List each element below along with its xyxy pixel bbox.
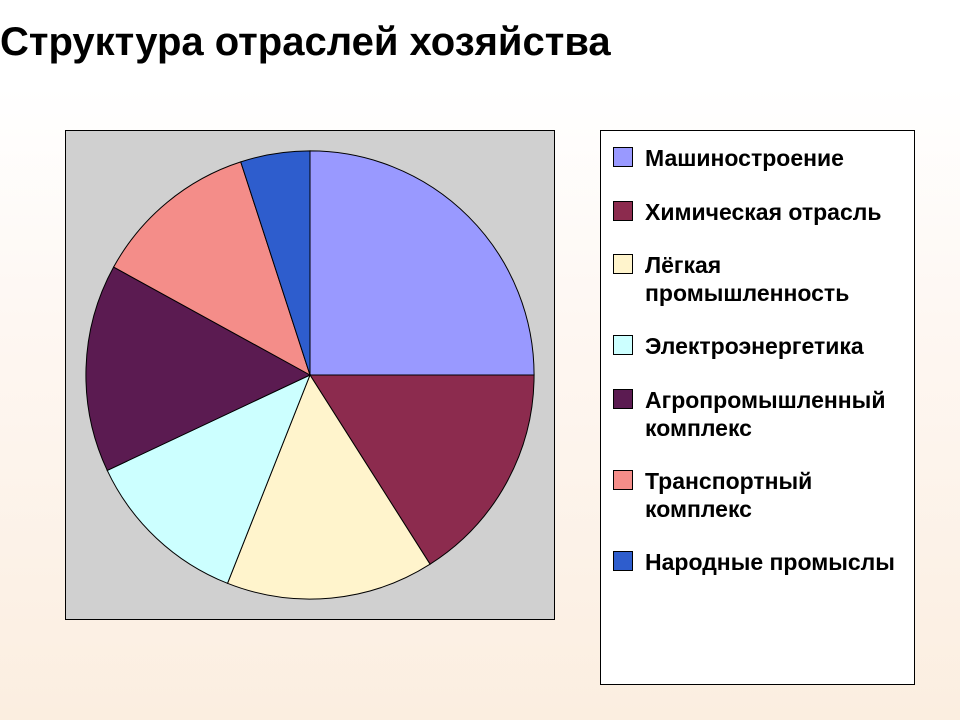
legend-swatch (613, 389, 633, 409)
legend-item: Народные промыслы (613, 549, 902, 577)
legend-label: Машиностроение (645, 145, 844, 173)
legend-label: Химическая отрасль (645, 199, 882, 227)
legend-item: Электроэнергетика (613, 333, 902, 361)
legend-swatch (613, 470, 633, 490)
legend-label: Агропромышленный комплекс (645, 387, 902, 442)
legend-item: Транспортный комплекс (613, 468, 902, 523)
legend-swatch (613, 147, 633, 167)
pie-slice (310, 151, 534, 375)
legend-swatch (613, 335, 633, 355)
legend-label: Электроэнергетика (645, 333, 864, 361)
legend-swatch (613, 551, 633, 571)
legend-item: Машиностроение (613, 145, 902, 173)
legend-label: Лёгкая промышленность (645, 252, 902, 307)
legend-swatch (613, 201, 633, 221)
legend-label: Транспортный комплекс (645, 468, 902, 523)
legend-label: Народные промыслы (645, 549, 895, 577)
pie-chart (66, 131, 554, 619)
legend-item: Химическая отрасль (613, 199, 902, 227)
legend: Машиностроение Химическая отрасль Лёгкая п… (600, 130, 915, 685)
page-title: Структура отраслей хозяйства (0, 20, 611, 65)
legend-swatch (613, 254, 633, 274)
pie-chart-container (65, 130, 555, 620)
legend-item: Агропромышленный комплекс (613, 387, 902, 442)
legend-item: Лёгкая промышленность (613, 252, 902, 307)
